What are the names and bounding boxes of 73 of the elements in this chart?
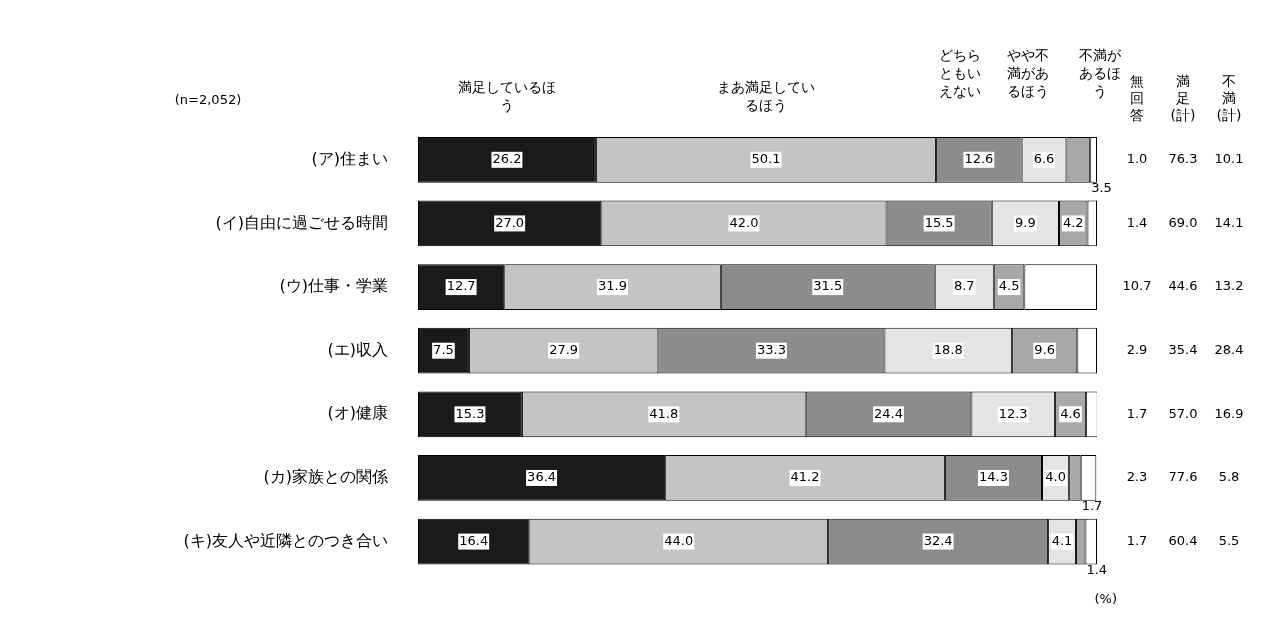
text: 不満(計) — [1216, 72, 1242, 123]
data-label: 50.1 — [751, 151, 781, 167]
data-label: 10.7 — [1122, 278, 1152, 294]
y-tick-label: (キ)友人や近隣とのつき合い — [183, 530, 388, 550]
data-label: 31.5 — [813, 278, 843, 294]
text: 57.0 — [1168, 405, 1198, 421]
data-label: 3.5 — [1091, 180, 1112, 196]
text: (n=2,052) — [174, 92, 242, 107]
data-label: 8.7 — [953, 278, 975, 294]
text: 44.6 — [1168, 278, 1198, 294]
text: どちらともいえない — [938, 47, 981, 99]
text: 69.0 — [1168, 214, 1198, 230]
data-label: 18.8 — [933, 342, 963, 358]
data-label: 42.0 — [729, 214, 759, 230]
text: 無回答 — [1130, 72, 1144, 123]
text: 76.3 — [1168, 151, 1198, 167]
data-label: 4.6 — [1060, 405, 1081, 421]
data-label: 41.8 — [649, 405, 679, 421]
data-label: 26.2 — [492, 151, 522, 167]
text: 10.1 — [1214, 151, 1244, 167]
data-label: 12.3 — [998, 405, 1028, 421]
data-label: 36.4 — [527, 469, 557, 485]
text: 60.4 — [1168, 532, 1198, 548]
data-label: 4.0 — [1045, 469, 1066, 485]
series-label: 満足しているほう — [457, 79, 556, 113]
data-label: 16.4 — [459, 532, 489, 548]
data-label: 44.0 — [664, 532, 694, 548]
text: 不満があるほう — [1079, 47, 1123, 99]
data-label: 1.7 — [1126, 532, 1148, 548]
text: 満足(計) — [1170, 72, 1196, 123]
series-label: まあ満足しているほう — [716, 79, 815, 113]
text: 77.6 — [1168, 469, 1198, 485]
data-label: 1.7 — [1126, 405, 1148, 421]
data-label: 7.5 — [433, 342, 454, 358]
data-label: 2.3 — [1126, 469, 1148, 485]
y-tick-label: (ア)住まい — [311, 148, 388, 168]
y-tick-label: (オ)健康 — [327, 403, 388, 423]
data-label: 6.6 — [1033, 151, 1055, 167]
y-tick-label: (イ)自由に過ごせる時間 — [215, 212, 388, 232]
data-label: 33.3 — [756, 342, 786, 358]
data-label: 1.4 — [1126, 214, 1148, 230]
data-label: 27.0 — [495, 214, 525, 230]
data-label: 4.2 — [1062, 214, 1084, 230]
data-label: 15.3 — [455, 405, 485, 421]
text: 5.8 — [1218, 469, 1240, 485]
y-tick-label: (カ)家族との関係 — [263, 467, 388, 487]
data-label: 15.5 — [924, 214, 954, 230]
data-label: 32.4 — [923, 532, 953, 548]
data-label: 12.6 — [964, 151, 994, 167]
text: 28.4 — [1214, 342, 1244, 358]
data-label: 27.9 — [549, 342, 579, 358]
text: 13.2 — [1214, 278, 1244, 294]
data-label: 1.4 — [1086, 561, 1108, 577]
data-label: 1.7 — [1081, 498, 1103, 514]
data-label: 4.5 — [998, 278, 1020, 294]
data-label: 1.0 — [1126, 151, 1148, 167]
data-label: 41.2 — [790, 469, 820, 485]
data-label: 12.7 — [446, 278, 476, 294]
text: (%) — [1094, 591, 1117, 607]
text: 16.9 — [1214, 405, 1244, 421]
data-label: 9.6 — [1034, 342, 1056, 358]
y-tick-label: (エ)収入 — [327, 339, 388, 359]
data-label: 4.1 — [1051, 532, 1073, 548]
data-label: 2.9 — [1126, 342, 1148, 358]
text: 5.5 — [1218, 532, 1240, 548]
y-tick-label: (ウ)仕事・学業 — [279, 276, 388, 296]
text: やや不満があるほう — [1007, 47, 1050, 99]
text: 14.1 — [1214, 214, 1244, 230]
data-label: 31.9 — [598, 278, 628, 294]
data-label: 24.4 — [874, 405, 904, 421]
data-label: 14.3 — [978, 469, 1008, 485]
text: 35.4 — [1168, 342, 1198, 358]
data-label: 9.9 — [1015, 214, 1036, 230]
